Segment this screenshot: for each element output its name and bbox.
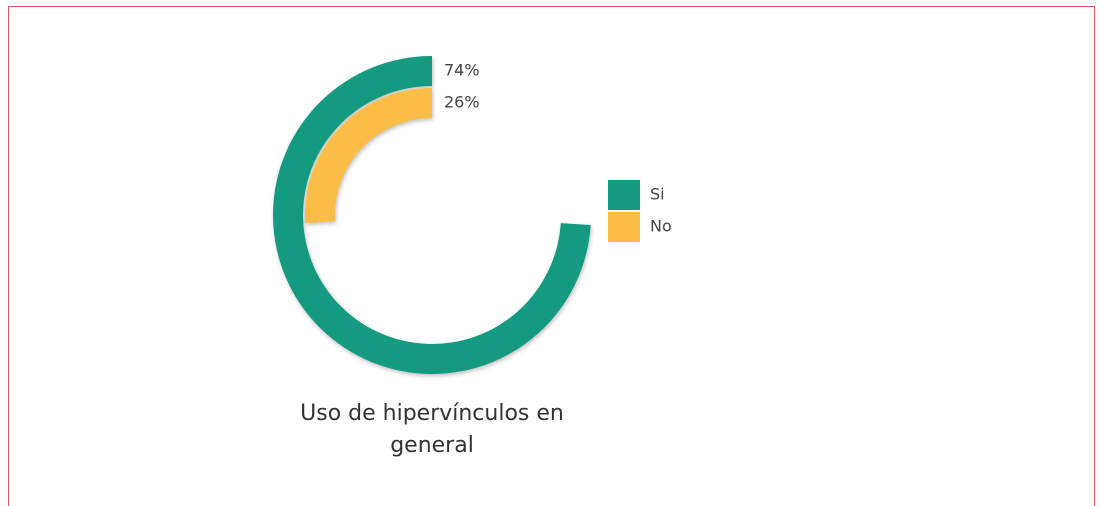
chart-title: Uso de hipervínculos en general xyxy=(300,401,564,458)
legend-label: No xyxy=(650,217,672,236)
legend-label: Si xyxy=(650,185,665,204)
radial-bar xyxy=(304,88,432,223)
value-label: 74% xyxy=(444,61,480,80)
legend-swatch xyxy=(608,180,640,210)
legend-swatch xyxy=(608,212,640,242)
value-label: 26% xyxy=(444,93,480,112)
frame xyxy=(8,6,1095,506)
